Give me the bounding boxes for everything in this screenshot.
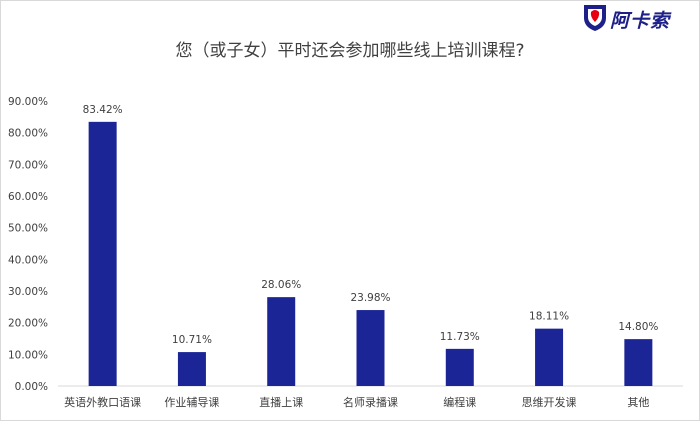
x-category-label: 英语外教口语课 xyxy=(64,395,141,409)
lion-shield-icon xyxy=(584,5,606,31)
data-label: 23.98% xyxy=(350,292,390,304)
y-tick-label: 70.00% xyxy=(8,159,48,171)
x-category-label: 名师录播课 xyxy=(343,395,398,409)
x-category-label: 编程课 xyxy=(443,395,476,409)
bar xyxy=(445,348,474,386)
y-tick-label: 50.00% xyxy=(8,223,48,235)
y-tick-label: 30.00% xyxy=(8,286,48,298)
x-category-label: 思维开发课 xyxy=(522,395,577,409)
bar xyxy=(624,339,653,386)
bar xyxy=(177,352,206,386)
data-label: 83.42% xyxy=(83,104,123,116)
bar xyxy=(88,121,117,386)
y-tick-label: 0.00% xyxy=(15,381,48,393)
data-label: 14.80% xyxy=(618,321,658,333)
bar xyxy=(356,310,385,386)
y-tick-label: 40.00% xyxy=(8,254,48,266)
bar xyxy=(267,297,296,386)
y-tick-label: 60.00% xyxy=(8,191,48,203)
y-tick-label: 90.00% xyxy=(8,96,48,108)
data-label: 28.06% xyxy=(261,279,301,291)
brand-logo-text: 阿卡索 xyxy=(610,10,671,32)
data-label: 10.71% xyxy=(172,334,212,346)
x-category-label: 直播上课 xyxy=(259,395,303,409)
y-tick-label: 10.00% xyxy=(8,349,48,361)
data-label: 11.73% xyxy=(440,331,480,343)
bar xyxy=(535,328,564,386)
brand-logo: 阿卡索 xyxy=(580,2,692,32)
x-category-label: 作业辅导课 xyxy=(164,395,219,409)
chart-title: 您（或子女）平时还会参加哪些线上培训课程? xyxy=(175,41,525,61)
y-tick-label: 20.00% xyxy=(8,318,48,330)
data-label: 18.11% xyxy=(529,311,569,323)
x-category-label: 其他 xyxy=(627,396,649,409)
y-tick-label: 80.00% xyxy=(8,128,48,140)
